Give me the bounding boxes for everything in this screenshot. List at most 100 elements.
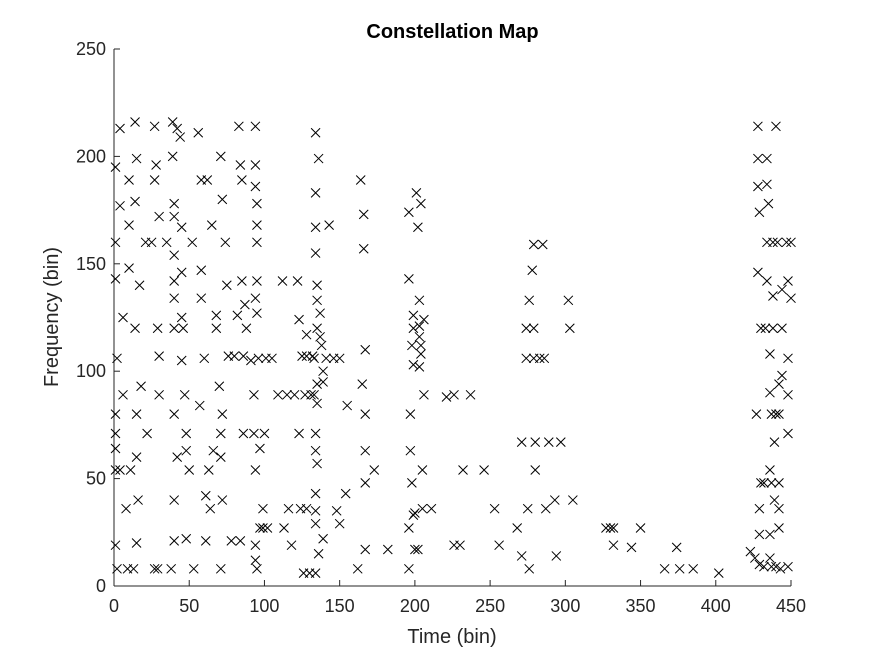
scatter-point (289, 389, 300, 400)
scatter-point (416, 198, 426, 209)
scatter-point (115, 123, 125, 134)
scatter-point (169, 250, 180, 261)
scatter-point (178, 323, 189, 334)
scatter-point (352, 563, 363, 574)
scatter-point (688, 563, 699, 574)
scatter-point (279, 523, 289, 533)
scatter-point (240, 299, 250, 310)
scatter-point (564, 323, 575, 334)
scatter-point (217, 194, 228, 205)
scatter-point (768, 237, 778, 248)
scatter-point (175, 132, 186, 142)
scatter-point (465, 389, 476, 400)
scatter-point (294, 314, 304, 325)
scatter-point (250, 181, 261, 192)
scatter-point (360, 344, 371, 355)
scatter-point (753, 121, 763, 132)
scatter-point (131, 452, 142, 462)
scatter-point (310, 222, 321, 233)
scatter-point (211, 323, 222, 334)
scatter-point (110, 465, 121, 475)
x-tick-label: 150 (325, 596, 355, 616)
scatter-point (238, 428, 249, 439)
scatter-point (455, 540, 465, 551)
scatter-point (235, 536, 246, 546)
scatter-point (369, 465, 380, 475)
scatter-point (202, 175, 213, 185)
scatter-point (310, 248, 321, 258)
scatter-point (539, 353, 550, 364)
scatter-point (203, 465, 214, 475)
scatter-point (286, 540, 297, 551)
scatter-point (110, 237, 121, 248)
scatter-point (405, 445, 416, 456)
scatter-point (131, 153, 142, 164)
scatter-point (110, 443, 121, 454)
scatter-point (769, 437, 780, 447)
scatter-point (750, 553, 760, 563)
scatter-point (768, 291, 778, 301)
scatter-point (410, 508, 420, 518)
scatter-point (774, 503, 784, 514)
scatter-point (765, 529, 775, 540)
scatter-point (309, 353, 319, 364)
scatter-point (551, 551, 562, 561)
scatter-point (188, 563, 199, 574)
scatter-point (252, 237, 262, 248)
scatter-point (786, 293, 796, 304)
scatter-point (781, 237, 792, 248)
scatter-point (217, 409, 228, 420)
scatter-point (232, 310, 243, 321)
scatter-point (760, 323, 771, 334)
y-tick-label: 250 (76, 39, 106, 59)
scatter-point (181, 533, 192, 544)
scatter-point (358, 209, 369, 220)
scatter-point (762, 153, 772, 164)
scatter-point (766, 478, 777, 488)
scatter-point (196, 265, 207, 276)
scatter-point (671, 542, 682, 553)
y-axis-label: Frequency (bin) (41, 247, 63, 387)
scatter-point (404, 563, 414, 574)
scatter-point (318, 366, 328, 377)
scatter-point (405, 409, 416, 420)
scatter-point (226, 536, 237, 546)
scatter-point (713, 568, 724, 578)
scatter-point (110, 273, 121, 284)
scatter-point (112, 353, 122, 364)
scatter-point (494, 540, 504, 551)
scatter-point (134, 280, 145, 291)
scatter-point (306, 389, 316, 400)
scatter-point (131, 409, 142, 420)
scatter-point (154, 389, 164, 400)
scatter-point (774, 478, 784, 488)
scatter-point (249, 428, 259, 439)
scatter-point (608, 540, 619, 551)
scatter-point (756, 478, 766, 488)
scatter-point (249, 389, 259, 400)
scatter-point (777, 284, 787, 295)
scatter-point (753, 181, 763, 192)
scatter-point (312, 398, 322, 409)
scatter-point (149, 563, 160, 574)
scatter-point (414, 362, 425, 372)
scatter-point (176, 267, 187, 278)
scatter-point (360, 445, 371, 456)
scatter-point (199, 353, 210, 364)
scatter-point (360, 544, 371, 555)
scatter-point (312, 458, 322, 469)
chart-title: Constellation Map (366, 21, 539, 43)
scatter-point (250, 293, 261, 304)
scatter-point (196, 293, 207, 304)
scatter-point (753, 153, 763, 164)
scatter-point (110, 428, 121, 439)
scatter-point (124, 175, 134, 185)
scatter-point (124, 220, 134, 230)
scatter-point (115, 465, 125, 475)
scatter-point (152, 323, 163, 334)
scatter-point (771, 121, 781, 132)
scatter-point (176, 222, 187, 233)
scatter-point (777, 323, 787, 334)
scatter-point (179, 389, 190, 400)
